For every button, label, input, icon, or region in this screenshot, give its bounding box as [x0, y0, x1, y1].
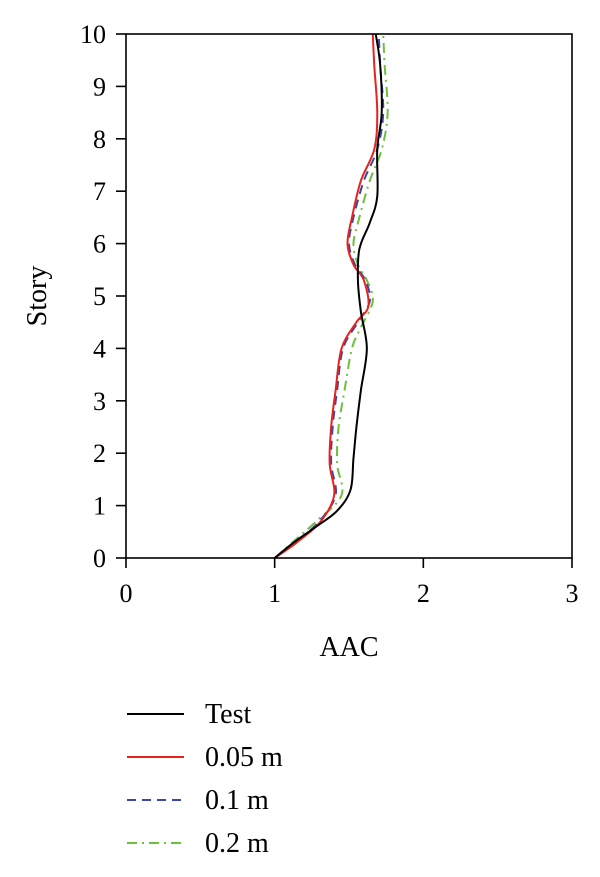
series-line-0-1-m — [274, 33, 385, 559]
series-line-0-05-m — [274, 33, 379, 559]
x-tick-label: 1 — [268, 579, 281, 608]
y-tick-label: 8 — [93, 125, 106, 154]
y-tick-label: 6 — [93, 230, 106, 259]
x-tick-label: 0 — [120, 579, 133, 608]
x-axis-title: AAC — [319, 632, 378, 663]
plot-area — [274, 33, 389, 559]
y-axis-title: Story — [22, 266, 53, 327]
y-tick-label: 1 — [93, 492, 106, 521]
y-tick-label: 5 — [93, 282, 106, 311]
series-line-test — [274, 33, 383, 559]
legend-label: 0.1 m — [205, 785, 269, 816]
x-tick-label: 2 — [417, 579, 430, 608]
y-tick-label: 3 — [93, 387, 106, 416]
legend-label: Test — [205, 699, 251, 730]
y-tick-label: 10 — [80, 20, 106, 49]
legend: Test 0.05 m 0.1 m 0.2 m — [127, 699, 283, 859]
y-tick-label: 4 — [93, 334, 106, 363]
legend-label: 0.2 m — [205, 828, 269, 859]
y-tick-label: 9 — [93, 72, 106, 101]
legend-label: 0.05 m — [205, 742, 283, 773]
ticks: 0 1 2 3 0 1 2 3 4 5 6 7 8 9 10 — [80, 20, 579, 608]
plot-frame — [125, 33, 573, 559]
y-tick-label: 0 — [93, 544, 106, 573]
y-tick-label: 2 — [93, 439, 106, 468]
series-line-0-2-m — [274, 33, 389, 559]
y-tick-label: 7 — [93, 177, 106, 206]
x-tick-label: 3 — [566, 579, 579, 608]
